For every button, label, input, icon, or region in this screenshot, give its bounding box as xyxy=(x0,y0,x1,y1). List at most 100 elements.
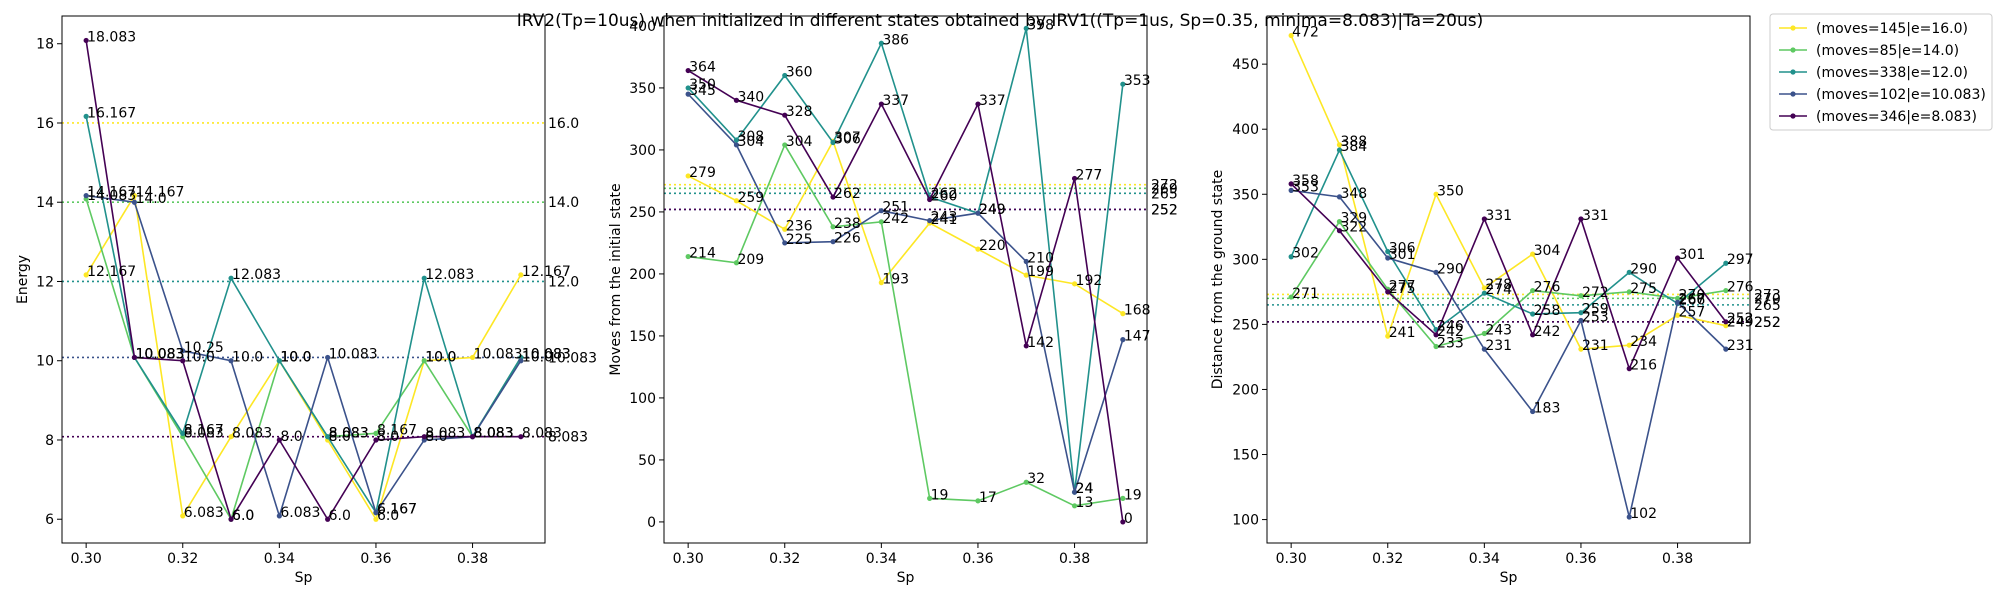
data-label: 10.0 xyxy=(280,350,311,366)
data-label: 274 xyxy=(1485,282,1512,298)
legend-label: (moves=145|e=16.0) xyxy=(1816,21,1968,37)
data-point xyxy=(733,137,740,143)
data-label: 14.0 xyxy=(135,191,166,207)
data-label: 192 xyxy=(1076,273,1103,289)
data-label: 6.167 xyxy=(377,502,417,518)
data-label: 13 xyxy=(1076,495,1094,511)
y-axis-label: Distance from the ground state xyxy=(1210,170,1226,390)
data-point xyxy=(685,67,691,74)
data-label: 275 xyxy=(1630,281,1657,297)
reference-line-label: 14.0 xyxy=(548,195,579,211)
data-point xyxy=(469,434,476,440)
reference-line-label: 16.0 xyxy=(548,116,579,132)
data-label: 225 xyxy=(786,232,813,248)
data-label: 8.083 xyxy=(474,426,514,442)
data-point xyxy=(180,513,186,519)
data-label: 337 xyxy=(882,93,909,109)
y-tick-label: 300 xyxy=(629,143,656,159)
data-point xyxy=(1530,311,1536,317)
data-label: 10.0 xyxy=(280,350,311,366)
data-label: 8.083 xyxy=(474,426,514,442)
data-point xyxy=(1530,408,1536,415)
data-label: 214 xyxy=(689,246,716,262)
data-point xyxy=(782,226,788,232)
data-label: 236 xyxy=(786,218,813,234)
data-point xyxy=(228,275,234,281)
data-label: 472 xyxy=(1292,25,1319,41)
data-label: 6.083 xyxy=(184,505,224,521)
reference-line-label: 265 xyxy=(1754,298,1781,314)
data-label: 10.083 xyxy=(135,346,184,362)
axes-frame xyxy=(1266,15,1751,544)
data-point xyxy=(1626,289,1632,295)
data-point xyxy=(878,208,884,214)
data-label: 398 xyxy=(1027,17,1054,33)
data-label: 386 xyxy=(882,32,909,48)
data-label: 14.167 xyxy=(87,185,136,201)
data-label: 290 xyxy=(1630,261,1657,277)
data-label: 19 xyxy=(931,487,949,503)
reference-line-label: 10.083 xyxy=(548,350,597,366)
data-point xyxy=(1530,251,1536,257)
data-label: 209 xyxy=(737,252,764,268)
data-label: 183 xyxy=(1534,401,1561,417)
data-point xyxy=(83,193,89,199)
data-point xyxy=(685,91,691,97)
data-label: 358 xyxy=(1292,173,1319,189)
data-label: 272 xyxy=(1582,285,1609,301)
x-axis-label: Sp xyxy=(1500,570,1518,586)
data-point xyxy=(1385,333,1391,339)
data-label: 340 xyxy=(737,89,764,105)
data-point xyxy=(1120,495,1126,501)
reference-line-label: 252 xyxy=(1151,202,1178,218)
data-point xyxy=(1578,310,1584,316)
y-tick-label: 100 xyxy=(1232,513,1259,529)
legend-marker xyxy=(1790,113,1796,119)
data-label: 271 xyxy=(1292,286,1319,302)
data-label: 193 xyxy=(882,272,909,288)
data-label: 322 xyxy=(1340,220,1367,236)
y-tick-label: 300 xyxy=(1232,252,1259,268)
data-point xyxy=(276,513,282,519)
data-point xyxy=(518,434,524,440)
data-point xyxy=(518,272,524,278)
data-label: 0 xyxy=(1124,511,1133,527)
data-point xyxy=(1674,255,1681,261)
data-point xyxy=(1120,311,1126,317)
data-label: 8.083 xyxy=(474,426,514,442)
legend-item: (moves=145|e=16.0) xyxy=(1779,21,1968,37)
data-point xyxy=(830,239,836,245)
data-point xyxy=(1120,519,1126,525)
data-label: 360 xyxy=(786,65,813,81)
x-tick-label: 0.34 xyxy=(264,551,295,567)
data-point xyxy=(1385,255,1391,261)
data-label: 8.0 xyxy=(425,429,447,445)
legend-item: (moves=346|e=8.083) xyxy=(1779,109,1977,125)
legend-marker xyxy=(1790,25,1796,31)
data-label: 384 xyxy=(1340,139,1367,155)
data-point xyxy=(1578,346,1584,352)
data-label: 277 xyxy=(1076,167,1103,183)
data-label: 243 xyxy=(931,210,958,226)
data-label: 278 xyxy=(1485,277,1512,293)
data-label: 259 xyxy=(737,190,764,206)
x-tick-label: 0.36 xyxy=(1565,551,1596,567)
data-label: 10.0 xyxy=(232,350,263,366)
series-line xyxy=(85,116,522,515)
y-tick-label: 200 xyxy=(1232,382,1259,398)
reference-line-label: 269 xyxy=(1151,181,1178,197)
data-point xyxy=(180,358,186,364)
data-point xyxy=(1674,299,1681,305)
series-line xyxy=(85,40,521,522)
data-point xyxy=(1071,281,1078,287)
data-label: 10.0 xyxy=(522,350,553,366)
data-label: 304 xyxy=(1534,243,1561,259)
data-label: 266 xyxy=(1679,293,1706,309)
y-tick-label: 400 xyxy=(629,19,656,35)
data-label: 345 xyxy=(689,83,716,99)
data-label: 364 xyxy=(689,60,716,76)
data-point xyxy=(421,275,427,281)
y-tick-label: 0 xyxy=(647,515,656,531)
y-tick-label: 50 xyxy=(638,453,656,469)
data-label: 267 xyxy=(1679,291,1706,307)
